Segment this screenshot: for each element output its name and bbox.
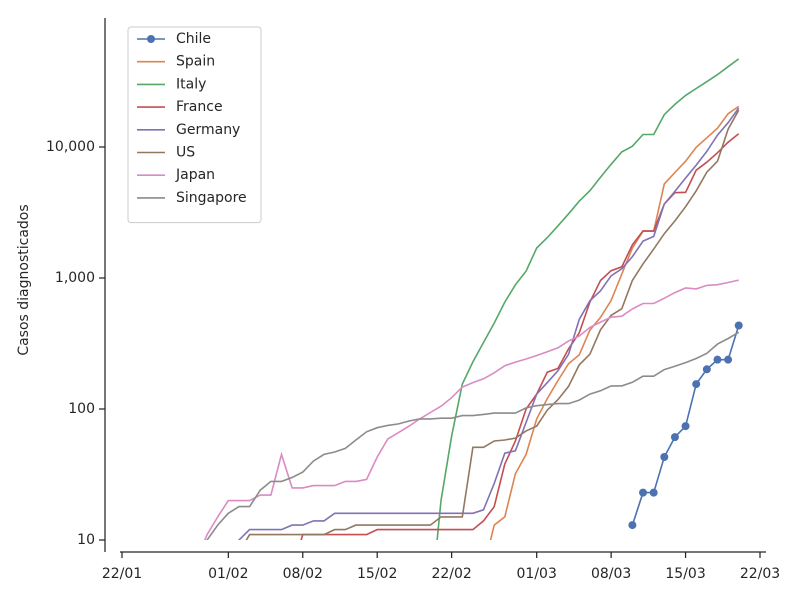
plot-area xyxy=(203,58,743,540)
legend-label: Japan xyxy=(175,167,215,183)
series-line xyxy=(203,279,739,540)
x-tick-label: 08/02 xyxy=(283,566,323,582)
series-point xyxy=(628,521,637,530)
series-point xyxy=(660,453,669,462)
y-tick-label: 100 xyxy=(68,401,95,417)
series-point xyxy=(670,433,679,442)
series-point xyxy=(681,422,690,431)
x-tick-label: 22/03 xyxy=(740,566,780,582)
x-tick-label: 22/02 xyxy=(431,566,471,582)
y-tick-label: 1,000 xyxy=(55,270,95,286)
series-line xyxy=(245,109,740,540)
series-point xyxy=(724,355,733,364)
series-point xyxy=(702,365,711,374)
series-point xyxy=(639,488,648,497)
series-line xyxy=(206,331,740,540)
x-tick-label: 01/02 xyxy=(208,566,248,582)
series-point xyxy=(734,321,743,330)
series-line xyxy=(489,105,740,540)
x-tick-label: 22/01 xyxy=(102,566,142,582)
series-line xyxy=(237,107,740,540)
x-tick-label: 08/03 xyxy=(591,566,631,582)
series-point xyxy=(692,380,701,389)
legend-box xyxy=(127,26,262,224)
legend-label: Singapore xyxy=(176,190,247,206)
x-tick-label: 15/03 xyxy=(665,566,705,582)
legend-label: US xyxy=(176,145,195,161)
series-line xyxy=(300,133,740,540)
x-tick-label: 15/02 xyxy=(357,566,397,582)
y-axis-label: Casos diagnosticados xyxy=(16,204,32,355)
y-tick-label: 10 xyxy=(77,532,95,548)
legend-label: France xyxy=(176,99,223,115)
series-point xyxy=(713,355,722,364)
y-tick-label: 10,000 xyxy=(46,139,95,155)
series-line xyxy=(436,58,740,540)
legend-marker xyxy=(147,35,155,43)
legend-label: Italy xyxy=(176,76,206,92)
x-tick-label: 01/03 xyxy=(517,566,557,582)
legend-label: Germany xyxy=(176,122,240,138)
series-point xyxy=(649,488,658,497)
legend-label: Spain xyxy=(176,54,215,70)
legend-label: Chile xyxy=(176,31,211,47)
